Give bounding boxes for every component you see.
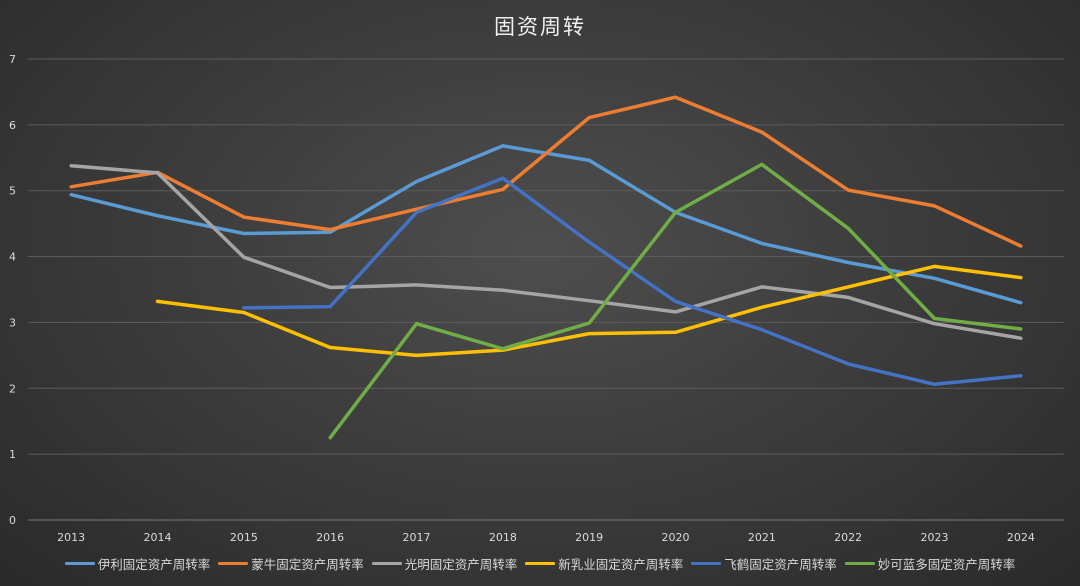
y-tick-label: 6 bbox=[9, 119, 16, 132]
series-line-4 bbox=[242, 176, 1023, 387]
x-tick-label: 2013 bbox=[57, 531, 85, 544]
legend-item: 伊利固定资产周转率 bbox=[64, 554, 211, 573]
legend-label: 光明固定资产周转率 bbox=[404, 557, 518, 572]
chart-title: 固资周转 bbox=[494, 15, 586, 39]
x-tick-label: 2024 bbox=[1007, 531, 1035, 544]
x-tick-label: 2023 bbox=[921, 531, 949, 544]
legend-swatch bbox=[371, 562, 402, 565]
x-tick-label: 2015 bbox=[230, 531, 258, 544]
legend-swatch bbox=[64, 562, 95, 565]
series-line-5 bbox=[328, 162, 1023, 440]
legend-swatch bbox=[844, 562, 875, 565]
legend-label: 妙可蓝多固定资产周转率 bbox=[877, 557, 1016, 572]
y-tick-label: 0 bbox=[9, 514, 16, 527]
x-tick-label: 2017 bbox=[403, 531, 431, 544]
legend-label: 伊利固定资产周转率 bbox=[97, 557, 211, 572]
x-tick-label: 2016 bbox=[316, 531, 344, 544]
x-tick-label: 2020 bbox=[662, 531, 690, 544]
legend-swatch bbox=[691, 562, 722, 565]
series-line-3 bbox=[155, 264, 1023, 358]
y-tick-label: 1 bbox=[9, 448, 16, 461]
y-tick-label: 2 bbox=[9, 382, 16, 395]
legend-swatch bbox=[525, 562, 556, 565]
y-tick-label: 7 bbox=[9, 53, 16, 66]
legend-item: 新乳业固定资产周转率 bbox=[525, 554, 683, 573]
x-tick-label: 2021 bbox=[748, 531, 776, 544]
legend-item: 蒙牛固定资产周转率 bbox=[218, 554, 364, 573]
series-line-1 bbox=[69, 95, 1023, 248]
x-tick-label: 2019 bbox=[575, 531, 603, 544]
y-tick-label: 3 bbox=[9, 316, 16, 329]
x-tick-label: 2014 bbox=[144, 531, 172, 544]
legend: 伊利固定资产周转率 蒙牛固定资产周转率 光明固定资产周转率 新乳业固定资产周转率 飞鹤固… bbox=[0, 554, 1080, 573]
y-tick-label: 5 bbox=[9, 185, 16, 198]
legend-item: 妙可蓝多固定资产周转率 bbox=[844, 554, 1016, 573]
legend-item: 飞鹤固定资产周转率 bbox=[691, 554, 837, 573]
legend-label: 蒙牛固定资产周转率 bbox=[251, 557, 364, 572]
y-tick-label: 4 bbox=[9, 251, 16, 264]
x-tick-label: 2022 bbox=[834, 531, 862, 544]
legend-label: 新乳业固定资产周转率 bbox=[558, 557, 684, 572]
legend-item: 光明固定资产周转率 bbox=[371, 554, 518, 573]
series-line-2 bbox=[69, 163, 1023, 340]
legend-swatch bbox=[218, 562, 249, 565]
legend-label: 飞鹤固定资产周转率 bbox=[724, 557, 837, 572]
x-tick-label: 2018 bbox=[489, 531, 517, 544]
